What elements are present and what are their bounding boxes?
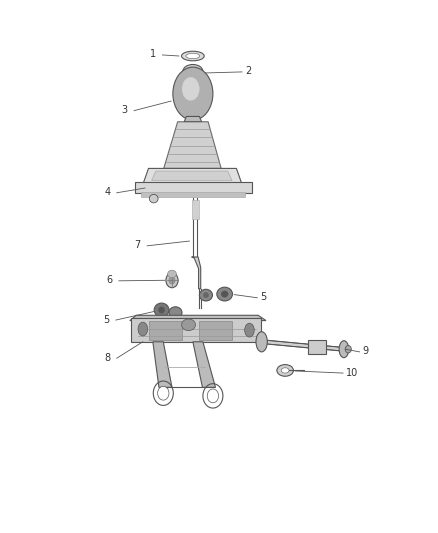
- Polygon shape: [191, 257, 201, 289]
- Bar: [135, 182, 252, 193]
- Text: 4: 4: [104, 187, 110, 197]
- Ellipse shape: [345, 345, 351, 353]
- Ellipse shape: [245, 323, 254, 337]
- Text: 7: 7: [134, 240, 141, 251]
- Text: 2: 2: [245, 67, 251, 76]
- Bar: [308, 340, 326, 354]
- Ellipse shape: [339, 341, 349, 358]
- Bar: [199, 320, 232, 340]
- Ellipse shape: [182, 51, 204, 61]
- Ellipse shape: [256, 332, 267, 352]
- Bar: [149, 320, 182, 340]
- Text: 5: 5: [260, 292, 267, 302]
- Text: 5: 5: [103, 314, 110, 325]
- Ellipse shape: [183, 64, 203, 78]
- Bar: [131, 318, 261, 342]
- Ellipse shape: [203, 293, 208, 298]
- Polygon shape: [260, 340, 345, 351]
- Polygon shape: [143, 168, 242, 183]
- Ellipse shape: [138, 322, 148, 336]
- Text: 3: 3: [121, 105, 127, 115]
- Polygon shape: [164, 122, 221, 168]
- Ellipse shape: [166, 273, 178, 288]
- Ellipse shape: [159, 307, 165, 313]
- Ellipse shape: [169, 307, 182, 318]
- Ellipse shape: [281, 368, 289, 373]
- Ellipse shape: [186, 53, 200, 59]
- Ellipse shape: [182, 319, 195, 330]
- Ellipse shape: [199, 289, 212, 301]
- Bar: [141, 192, 245, 197]
- Polygon shape: [152, 171, 232, 181]
- Polygon shape: [130, 316, 266, 320]
- Ellipse shape: [277, 365, 293, 376]
- Ellipse shape: [182, 77, 199, 101]
- Ellipse shape: [217, 287, 233, 301]
- Text: 1: 1: [150, 50, 156, 59]
- Polygon shape: [153, 342, 172, 387]
- Polygon shape: [193, 342, 215, 387]
- Ellipse shape: [168, 270, 177, 278]
- Ellipse shape: [158, 386, 169, 400]
- Text: 10: 10: [346, 368, 358, 377]
- Text: 8: 8: [104, 353, 110, 362]
- Text: 6: 6: [106, 275, 113, 285]
- Bar: [191, 200, 199, 219]
- Ellipse shape: [173, 67, 213, 120]
- Ellipse shape: [221, 291, 228, 297]
- Text: 9: 9: [363, 346, 369, 357]
- Ellipse shape: [169, 277, 175, 284]
- Ellipse shape: [149, 195, 158, 203]
- Ellipse shape: [207, 389, 219, 403]
- Ellipse shape: [154, 303, 169, 317]
- Polygon shape: [184, 116, 201, 122]
